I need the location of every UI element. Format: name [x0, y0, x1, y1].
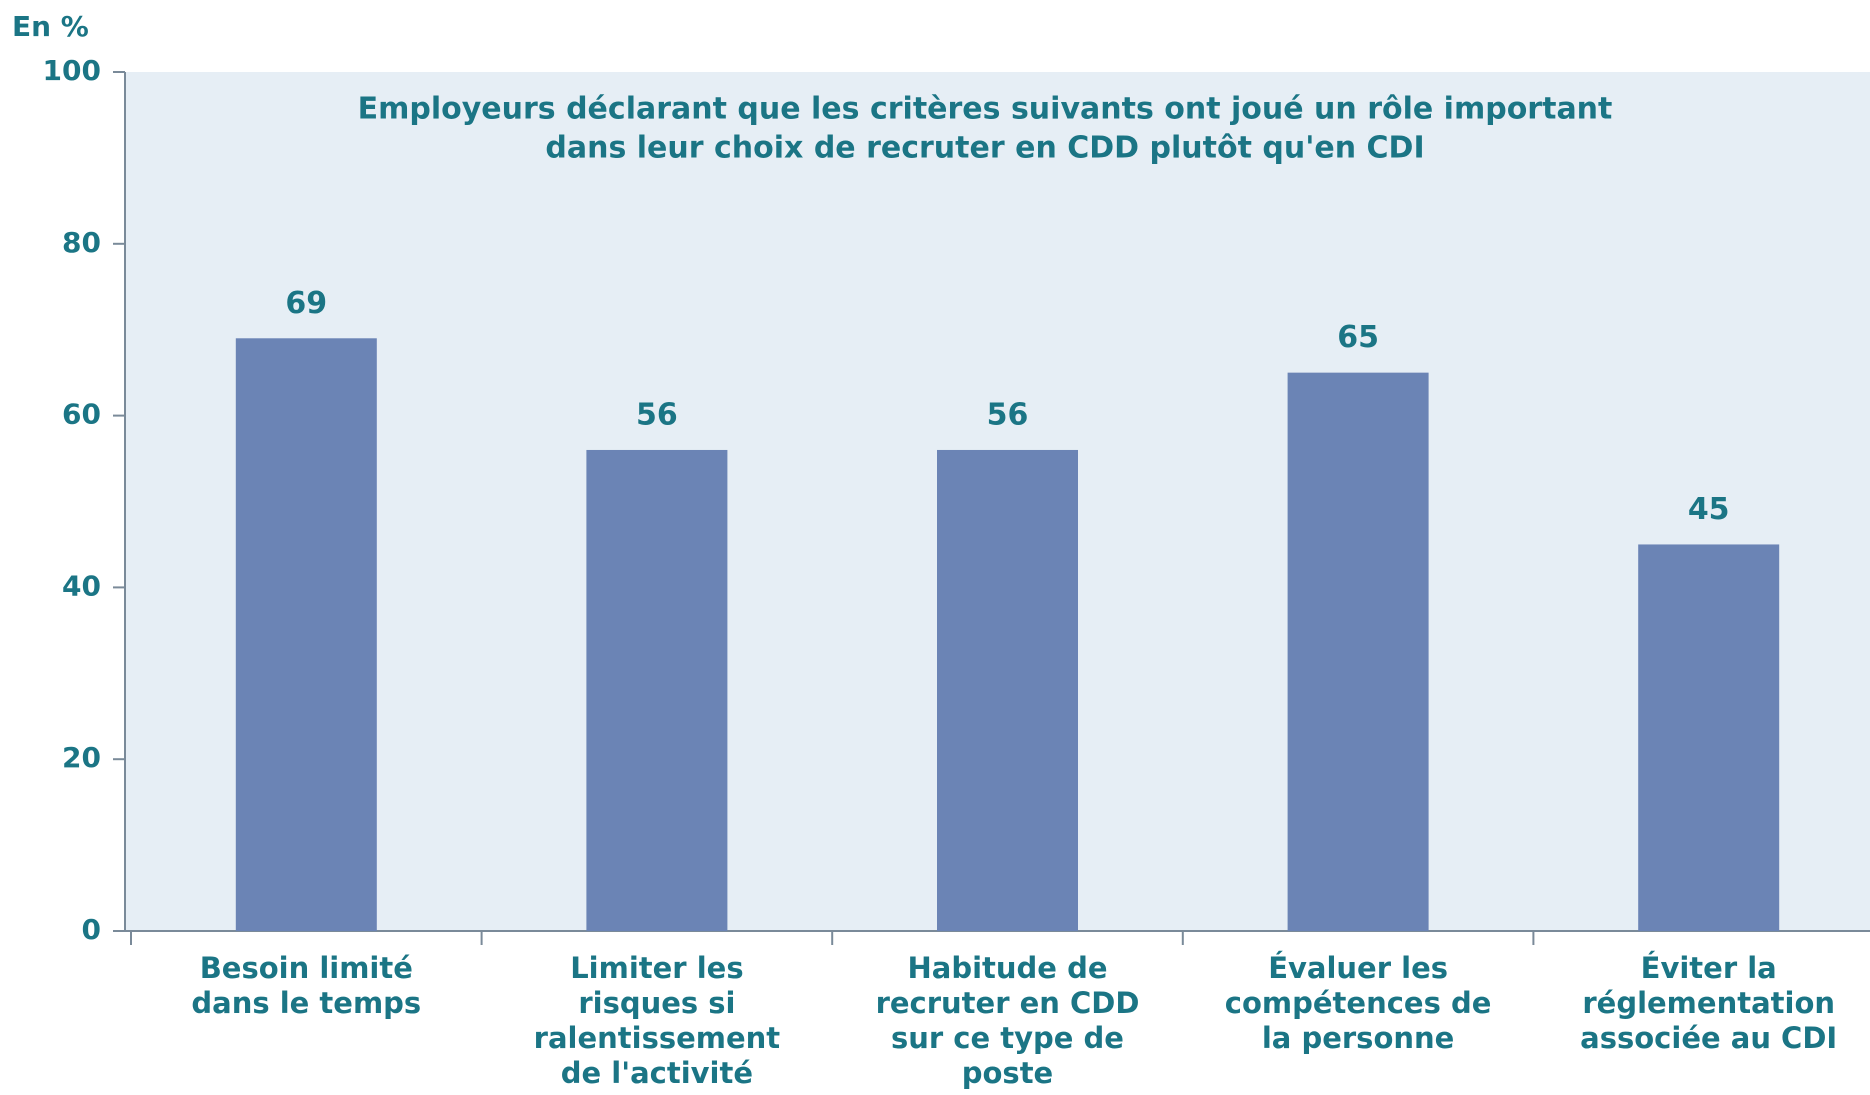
y-tick-label: 20: [62, 741, 101, 774]
value-label: 65: [1337, 320, 1379, 355]
y-axis-label: En %: [12, 10, 89, 43]
x-tick-label: ralentissement: [534, 1021, 781, 1055]
value-label: 56: [636, 397, 678, 432]
x-tick-label: recruter en CDD: [876, 986, 1140, 1020]
y-tick-label: 60: [62, 398, 101, 431]
y-tick-label: 80: [62, 226, 101, 259]
x-tick-label: Limiter les: [570, 951, 743, 985]
x-tick-label: associée au CDI: [1580, 1021, 1837, 1055]
x-tick-label: Éviter la: [1641, 951, 1777, 985]
bar: [1638, 544, 1780, 931]
y-tick-label: 0: [82, 913, 101, 946]
value-label: 45: [1688, 492, 1730, 527]
x-tick-label: Évaluer les: [1268, 951, 1448, 985]
x-tick-label: risques si: [578, 986, 735, 1020]
bar: [586, 449, 728, 931]
x-tick-label: Besoin limité: [200, 951, 413, 985]
x-tick-label: dans le temps: [191, 986, 421, 1020]
x-tick-label: de l'activité: [561, 1056, 753, 1090]
chart-title: Employeurs déclarant que les critères su…: [358, 92, 1613, 127]
value-label: 69: [285, 286, 327, 321]
bar: [235, 338, 377, 931]
x-tick-label: compétences de: [1225, 986, 1492, 1020]
value-label: 56: [987, 397, 1029, 432]
bar: [937, 449, 1078, 931]
x-tick-label: réglementation: [1582, 986, 1835, 1020]
y-tick-label: 40: [62, 569, 101, 602]
y-tick-label: 100: [43, 54, 101, 87]
chart-title: dans leur choix de recruter en CDD plutô…: [545, 131, 1424, 166]
x-tick-label: sur ce type de: [891, 1021, 1124, 1055]
bar: [1287, 372, 1429, 931]
x-tick-label: poste: [962, 1056, 1053, 1090]
x-tick-label: Habitude de: [908, 951, 1108, 985]
x-tick-label: la personne: [1262, 1021, 1454, 1055]
